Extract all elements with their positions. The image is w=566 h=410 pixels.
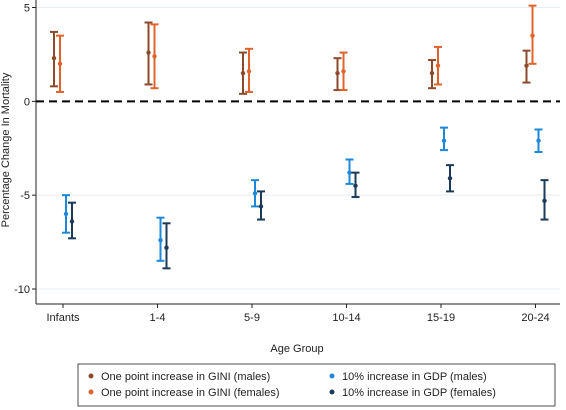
y-axis-title: Percentage Change In Mortality [0,72,12,227]
point-estimate [158,237,163,243]
point-estimate [530,33,535,38]
x-tick-label: 5-9 [244,312,260,324]
point-estimate [429,70,435,76]
y-tick-label: -10 [14,284,30,296]
x-tick-label: 20-24 [521,312,549,324]
point-estimate [240,70,246,76]
legend-marker [329,389,335,395]
point-estimate [258,204,264,209]
x-axis-title: Age Group [270,343,323,355]
point-estimate [542,198,547,203]
series-2 [56,4,537,93]
y-tick-label: -5 [20,190,30,202]
legend-label: One point increase in GINI (males) [101,371,270,383]
point-estimate [51,55,57,61]
point-estimate [536,138,541,143]
grid-lines [36,7,560,290]
point-estimate [57,61,63,67]
point-estimate [246,69,252,74]
legend-marker [88,389,94,395]
legend: One point increase in GINI (males) One po… [77,363,556,407]
point-estimate [435,63,441,68]
point-estimate [353,183,358,188]
legend-box [77,363,556,407]
x-tick-label: Infants [46,312,80,324]
series-group [50,4,549,270]
point-estimate [441,138,447,143]
point-estimate [152,54,157,59]
point-estimate [63,211,69,217]
series-4 [68,164,549,270]
point-estimate [69,219,75,224]
point-estimate [347,170,352,175]
series-3 [62,126,543,262]
x-tick-label: 15-19 [427,312,455,324]
point-estimate [146,50,151,55]
legend-label: One point increase in GINI (females) [101,387,280,399]
axes: 5 0 -5 -10 Infants 1-4 5-9 10-14 15-19 20-24 [14,0,560,324]
point-estimate [524,63,529,68]
point-estimate [164,245,169,250]
legend-label: 10% increase in GDP (females) [342,387,496,399]
point-estimate [335,70,340,76]
series-1 [50,21,531,95]
legend-marker [88,373,94,379]
legend-label: 10% increase in GDP (males) [342,371,487,383]
legend-marker [329,373,335,379]
y-tick-label: 0 [24,96,30,108]
x-tick-label: 10-14 [332,312,360,324]
x-tick-label: 1-4 [150,312,166,324]
point-estimate [341,69,346,74]
y-tick-label: 5 [24,3,30,15]
point-estimate [252,191,258,196]
point-estimate [447,176,453,181]
